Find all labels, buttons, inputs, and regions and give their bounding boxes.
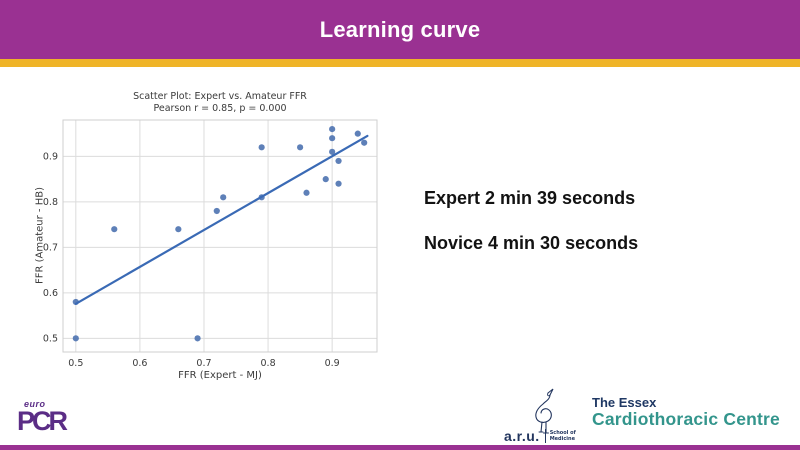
y-axis-ticks: 0.5 0.6 0.7 0.8 0.9 — [43, 151, 58, 344]
y-axis-label: FFR (Amateur - HB) — [34, 187, 46, 285]
x-tick-label: 0.8 — [261, 358, 276, 369]
aru-school-line2: Medicine — [549, 436, 575, 442]
y-tick-label: 0.7 — [43, 242, 58, 253]
slide-title: Learning curve — [319, 16, 481, 42]
data-point — [303, 189, 310, 196]
data-point — [335, 157, 342, 165]
data-point — [329, 148, 336, 155]
data-point — [361, 139, 368, 146]
data-point — [329, 125, 336, 133]
y-tick-label: 0.6 — [43, 288, 58, 299]
x-tick-label: 0.9 — [325, 358, 340, 369]
europcr-logo: euro PCR — [17, 399, 68, 436]
chart-gridlines — [63, 120, 377, 352]
y-tick-label: 0.9 — [43, 151, 58, 162]
aru-wordmark: a.r.u. — [504, 428, 540, 444]
scatter-plot: 0.5 0.6 0.7 0.8 0.9 0.5 0.6 0.7 0.8 0.9 — [43, 119, 378, 369]
x-axis-ticks: 0.5 0.6 0.7 0.8 0.9 — [68, 358, 339, 369]
europcr-euro-text: euro — [24, 399, 46, 409]
y-tick-label: 0.5 — [43, 333, 58, 344]
data-point — [194, 335, 201, 342]
expert-time-text: Expert 2 min 39 seconds — [424, 188, 636, 208]
y-tick-label: 0.8 — [43, 197, 58, 208]
aru-divider — [544, 429, 546, 443]
essex-line1: The Essex — [592, 395, 657, 410]
data-point — [335, 180, 342, 187]
regression-line — [74, 134, 369, 305]
novice-time-text: Novice 4 min 30 seconds — [424, 233, 639, 253]
essex-line2: Cardiothoracic Centre — [592, 409, 780, 429]
data-point — [111, 226, 118, 233]
x-tick-label: 0.7 — [196, 358, 211, 369]
data-point — [220, 194, 227, 201]
data-point — [175, 226, 182, 233]
x-tick-label: 0.6 — [132, 358, 147, 369]
header-bar: Learning curve — [0, 0, 800, 59]
data-point — [354, 130, 361, 137]
plot-background — [63, 120, 377, 352]
data-point — [72, 335, 79, 342]
chart-subtitle: Pearson r = 0.85, p = 0.000 — [153, 103, 287, 114]
chart-area: Scatter Plot: Expert vs. Amateur FFR Pea… — [28, 85, 403, 390]
data-point — [329, 135, 336, 142]
europcr-pcr-text: PCR — [17, 406, 68, 436]
data-point — [213, 207, 220, 215]
plot-border — [62, 119, 378, 353]
data-point — [258, 144, 265, 151]
aru-school-text: School of Medicine — [550, 430, 576, 442]
aru-logo: a.r.u. School of Medicine — [504, 428, 576, 444]
x-axis-label: FFR (Expert - MJ) — [178, 370, 262, 381]
essex-ctc-logo: The Essex Cardiothoracic Centre — [592, 396, 780, 429]
data-point — [322, 176, 329, 183]
chart-title: Scatter Plot: Expert vs. Amateur FFR — [133, 91, 307, 102]
x-tick-label: 0.5 — [68, 358, 83, 369]
heron-icon — [535, 388, 554, 434]
accent-bar — [0, 59, 800, 67]
footer-bar — [0, 445, 800, 450]
aru-school-line1: School of — [549, 430, 576, 436]
data-point — [297, 144, 304, 151]
